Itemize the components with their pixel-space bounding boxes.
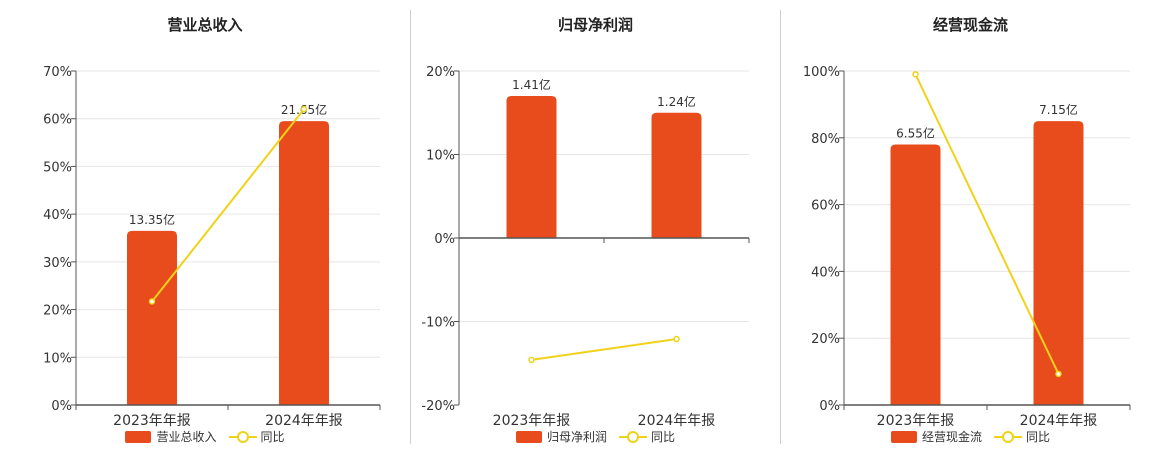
y-tick-label: 60% (43, 113, 72, 128)
chart-legend: 营业总收入 同比 (0, 428, 410, 445)
bar-data-label: 1.41亿 (512, 77, 551, 92)
y-tick-label: 60% (811, 199, 840, 214)
bar (1033, 121, 1084, 405)
legend-bar-label: 营业总收入 (156, 430, 217, 444)
bar (890, 144, 941, 406)
chart-panel-revenue: 营业总收入 0%10%20%30%40%50%60%70%13.35亿21.65… (0, 0, 410, 450)
y-tick-label: 10% (426, 149, 455, 164)
x-tick-label: 2023年年报 (877, 413, 955, 429)
y-tick-label: 20% (43, 304, 72, 319)
line-point (148, 298, 156, 305)
y-tick-label: 0% (51, 399, 72, 414)
chart-title: 营业总收入 (167, 16, 243, 34)
legend-line-label: 同比 (1026, 430, 1051, 444)
chart-title: 归母净利润 (557, 16, 633, 34)
bar (506, 96, 557, 238)
y-tick-label: 20% (426, 65, 455, 80)
legend-bar-label: 归母净利润 (546, 430, 607, 444)
bar-data-label: 13.35亿 (129, 212, 175, 227)
x-tick-label: 2023年年报 (493, 413, 571, 429)
y-tick-label: -10% (421, 316, 455, 331)
x-tick-label: 2024年年报 (265, 413, 343, 429)
panel-divider (410, 10, 411, 444)
bar (127, 230, 177, 405)
legend-line-label: 同比 (260, 430, 285, 444)
line-series (531, 338, 677, 361)
chart-legend: 经营现金流 同比 (781, 428, 1160, 445)
chart-svg-net-profit: -20% -10% 0% 10% 20% 1.41亿 1.24亿 2023年年报 2024年年报 (421, 65, 750, 429)
legend-line-swatch (994, 430, 1022, 443)
y-tick-label: 10% (43, 351, 72, 366)
legend-line-swatch (619, 430, 647, 443)
line-point (1055, 370, 1062, 378)
legend-bar-swatch (125, 430, 152, 443)
chart-svg-cash-flow: 0% 20% 40% 60% 80% 100% 6.55亿 7.15亿 2023年年报 2024年… (803, 65, 1131, 429)
y-tick-label: 50% (43, 160, 72, 175)
y-tick-label: 100% (803, 65, 840, 80)
bar-data-label: 1.24亿 (657, 94, 696, 109)
chart-panel-net-profit: 归母净利润 -20% -10% 0% 10% 20% 1.41亿 1.24亿 2023年年报 2… (411, 0, 780, 450)
legend-bar-swatch (890, 430, 917, 443)
line-series (914, 73, 1060, 375)
x-tick-label: 2023年年报 (113, 413, 191, 429)
y-tick-label: 70% (43, 65, 72, 80)
line-point (528, 356, 535, 364)
y-tick-label: 40% (43, 208, 72, 223)
x-tick-label: 2024年年报 (638, 413, 716, 429)
bar (279, 121, 329, 405)
legend-line-label: 同比 (651, 430, 676, 444)
legend-line-swatch (228, 430, 257, 443)
bar-data-label: 6.55亿 (896, 125, 935, 140)
y-tick-label: 0% (434, 232, 455, 247)
bar (651, 112, 702, 238)
bar-data-label: 7.15亿 (1039, 102, 1078, 117)
y-tick-label: 80% (811, 132, 840, 147)
x-tick-label: 2024年年报 (1020, 413, 1098, 429)
panel-divider (780, 10, 781, 444)
line-series (151, 108, 305, 303)
chart-title: 经营现金流 (932, 16, 1008, 34)
y-tick-label: -20% (421, 399, 455, 414)
chart-svg-revenue: 0%10%20%30%40%50%60%70%13.35亿21.65亿2023年… (43, 65, 381, 429)
y-tick-label: 0% (819, 399, 840, 414)
chart-legend: 归母净利润 同比 (411, 428, 780, 445)
y-tick-label: 40% (811, 265, 840, 280)
y-tick-label: 30% (43, 256, 72, 271)
legend-bar-swatch (515, 430, 542, 443)
line-point (912, 71, 919, 78)
chart-panel-cash-flow: 经营现金流 0% 20% 40% 60% 80% 100% 6.55亿 7.15亿 2023年年… (781, 0, 1160, 450)
legend-bar-label: 经营现金流 (921, 430, 982, 444)
line-point (673, 335, 680, 343)
y-tick-label: 20% (811, 332, 840, 347)
line-point (300, 105, 308, 113)
